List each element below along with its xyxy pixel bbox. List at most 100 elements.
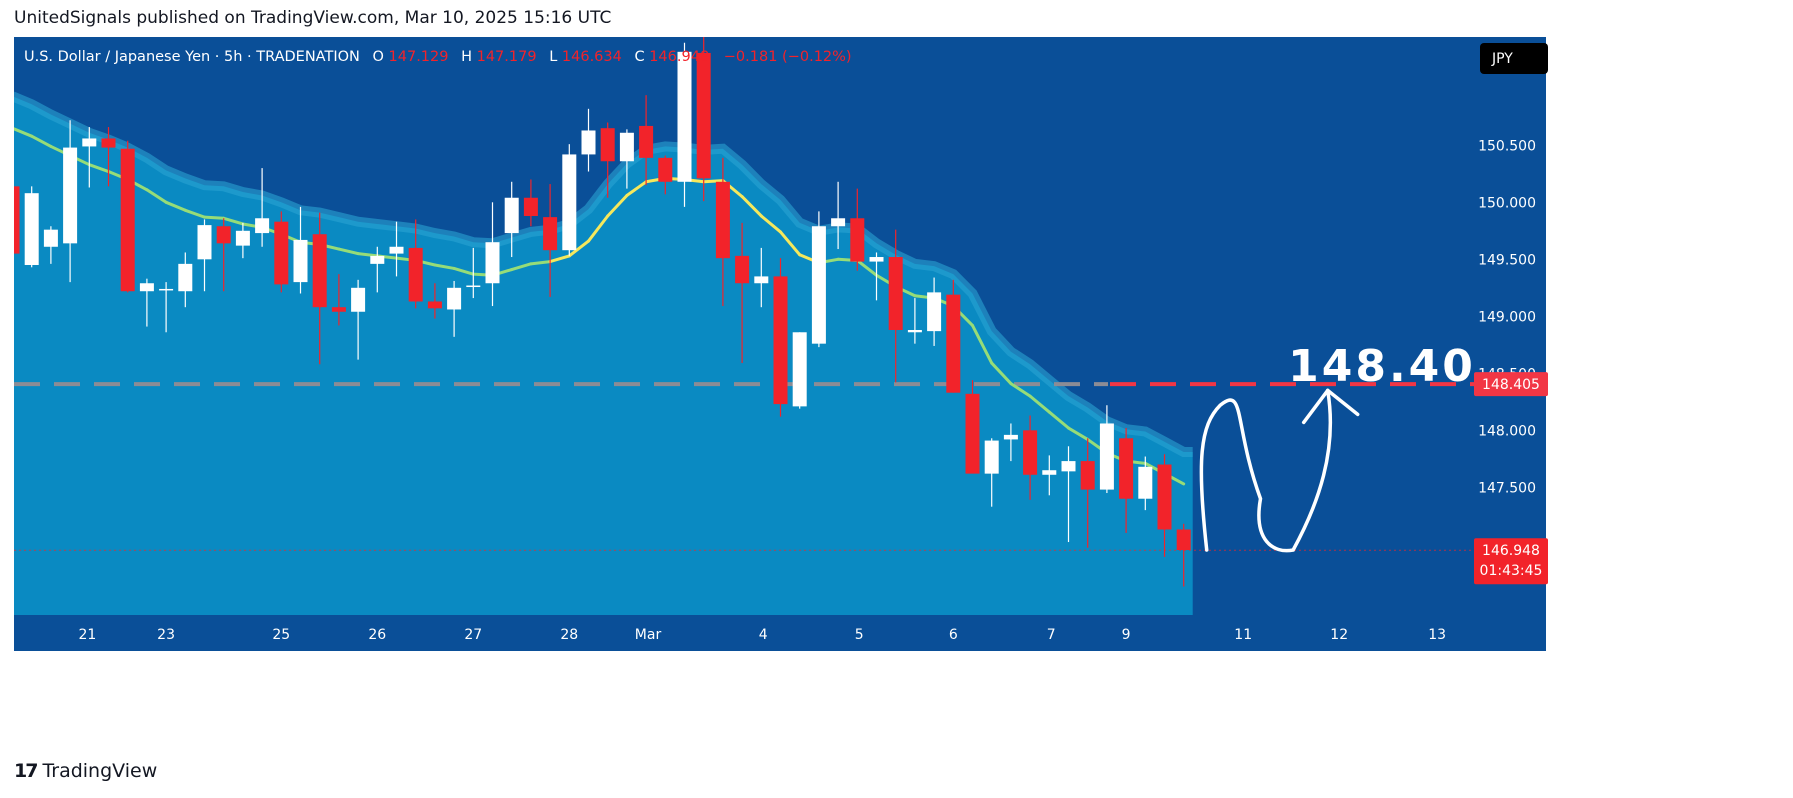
candle-body <box>101 138 116 148</box>
ma-segment <box>567 239 590 258</box>
candle <box>831 181 846 250</box>
candle <box>178 252 193 308</box>
time-tick-label: 13 <box>1428 627 1446 643</box>
candle <box>504 181 519 258</box>
candle-body <box>331 307 346 312</box>
candle-body <box>869 257 884 262</box>
price-labels: 148.405 146.948 01:43:45 <box>1474 372 1548 585</box>
candle <box>216 218 231 292</box>
candle <box>101 127 116 187</box>
candle <box>389 221 404 277</box>
ma-segment <box>1067 426 1090 441</box>
legend-open-value: 147.129 <box>389 49 449 65</box>
candle-body <box>274 221 289 285</box>
ma-segment <box>183 208 206 219</box>
candle-body <box>984 440 999 474</box>
ma-segment <box>433 263 456 270</box>
candle-body <box>773 276 788 405</box>
candle <box>562 144 577 256</box>
level-price-badge <box>1474 372 1548 397</box>
candle <box>543 184 558 297</box>
candle-body <box>523 197 538 216</box>
candle-body <box>831 218 846 227</box>
legend-low-label: L <box>549 49 557 65</box>
candle <box>14 186 20 254</box>
legend-open-label: O <box>372 49 383 65</box>
candle <box>120 140 135 293</box>
candle-body <box>811 226 826 344</box>
ma-segment <box>702 179 725 184</box>
candle-body <box>389 246 404 254</box>
candle-body <box>1099 423 1114 490</box>
candle <box>82 127 97 188</box>
legend-close-label: C <box>634 49 644 65</box>
candle <box>1099 405 1114 494</box>
time-tick-label: 26 <box>368 627 386 643</box>
level-price-label: 148.405 <box>1482 377 1540 393</box>
candle <box>639 95 654 186</box>
currency-button[interactable]: JPY <box>1480 43 1548 74</box>
candle-body <box>197 225 212 260</box>
bar-countdown-label: 01:43:45 <box>1480 563 1543 579</box>
projection-arrowhead <box>1301 388 1360 425</box>
time-tick-label: 11 <box>1234 627 1252 643</box>
candle <box>1042 455 1057 496</box>
candle <box>888 229 903 383</box>
candle-body <box>946 294 961 393</box>
price-tick-label: 148.000 <box>1478 423 1536 439</box>
ma-segment <box>606 193 629 218</box>
candle <box>293 206 308 294</box>
candle-body <box>927 292 942 332</box>
candle <box>427 283 442 319</box>
candle <box>523 179 538 227</box>
candle <box>447 280 462 337</box>
candle <box>1080 438 1095 548</box>
target-annotation: 148.40 <box>1288 341 1476 392</box>
candle <box>1157 454 1172 557</box>
time-tick-label: 23 <box>157 627 175 643</box>
time-tick-label: 25 <box>272 627 290 643</box>
candle <box>869 252 884 301</box>
time-axis-labels: 21 23 25 26 27 28 Mar 4 5 6 7 9 11 12 13 <box>78 627 1446 643</box>
candle <box>1176 523 1191 587</box>
ohlc-legend: U.S. Dollar / Japanese Yen · 5h · TRADEN… <box>24 49 852 65</box>
candle-body <box>715 181 730 259</box>
candle-body <box>543 217 558 251</box>
candle-body <box>1061 461 1076 472</box>
tradingview-footer[interactable]: 𝟭𝟳 TradingView <box>14 760 157 782</box>
candle <box>159 282 174 333</box>
candle <box>927 277 942 346</box>
candle <box>1061 446 1076 543</box>
publish-header: UnitedSignals published on TradingView.c… <box>14 8 612 28</box>
candle <box>811 211 826 348</box>
candle <box>43 226 58 264</box>
candle <box>600 122 615 198</box>
candles <box>14 37 1191 587</box>
time-tick-label: 28 <box>560 627 578 643</box>
ma-segment <box>587 214 610 243</box>
ma-segment <box>971 323 994 365</box>
candle-body <box>1176 529 1191 551</box>
candle-body <box>504 197 519 234</box>
price-tick-label: 149.000 <box>1478 309 1536 325</box>
ma-segment <box>452 266 475 276</box>
candle-body <box>581 130 596 155</box>
ma-segment <box>30 134 53 148</box>
candle-body <box>427 301 442 309</box>
candle-body <box>850 218 865 262</box>
candle-body <box>24 193 39 266</box>
candle <box>24 186 39 268</box>
candle-body <box>312 234 327 308</box>
legend-symbol: U.S. Dollar / Japanese Yen · 5h · TRADEN… <box>24 49 360 65</box>
legend-high-value: 147.179 <box>477 49 537 65</box>
candle <box>1023 415 1038 500</box>
candle-body <box>888 257 903 330</box>
ma-segment <box>145 188 168 204</box>
candle-body <box>735 255 750 284</box>
candle-body <box>120 148 135 292</box>
candle-body <box>754 276 769 284</box>
ma-segment <box>337 247 360 256</box>
candle <box>773 258 788 417</box>
candle-body <box>351 287 366 312</box>
